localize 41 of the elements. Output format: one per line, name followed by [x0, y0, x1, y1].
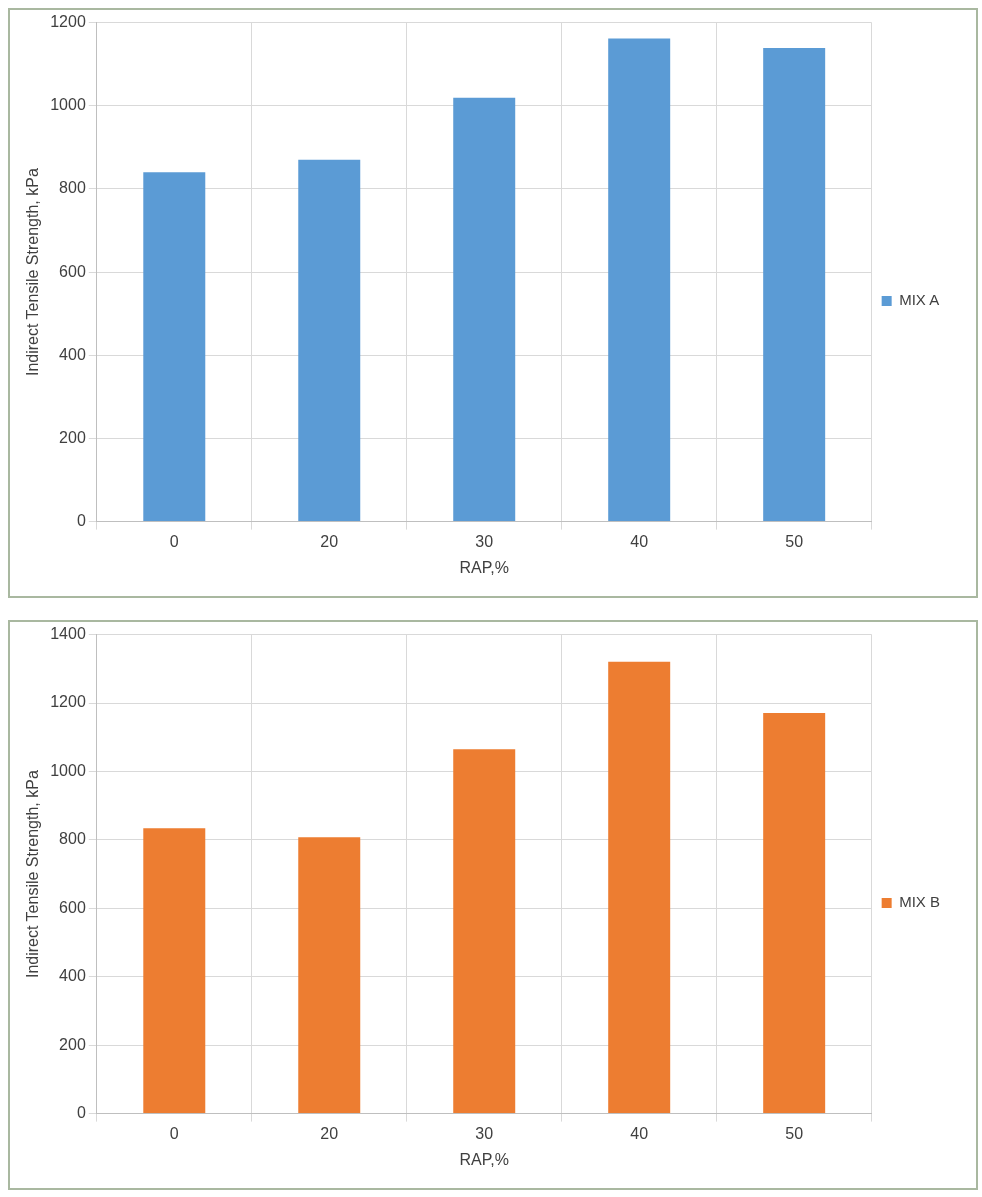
- x-tick-label: 0: [169, 1124, 179, 1142]
- bar: [143, 828, 206, 1114]
- y-tick-label: 200: [59, 428, 86, 446]
- bar: [608, 661, 671, 1114]
- x-tick-label: 20: [320, 532, 339, 550]
- bar: [763, 47, 826, 522]
- y-tick-label: 400: [59, 345, 86, 363]
- bar: [608, 38, 671, 522]
- x-tick-label: 0: [169, 532, 179, 550]
- x-tick-label: 40: [630, 1124, 649, 1142]
- y-tick-label: 600: [59, 262, 86, 280]
- y-tick-label: 800: [59, 179, 86, 197]
- y-tick-label: 1400: [50, 625, 86, 643]
- legend-label: MIX A: [899, 291, 940, 309]
- x-tick-label: 50: [785, 532, 804, 550]
- y-tick-label: 1200: [50, 13, 86, 31]
- y-tick-label: 600: [59, 898, 86, 916]
- x-tick-label: 40: [630, 532, 649, 550]
- y-tick-label: 1000: [50, 96, 86, 114]
- y-tick-label: 1000: [50, 761, 86, 779]
- bar: [298, 837, 361, 1114]
- y-axis-title: Indirect Tensile Strength, kPa: [24, 770, 42, 979]
- bar: [763, 712, 826, 1114]
- y-axis-title: Indirect Tensile Strength, kPa: [24, 168, 42, 377]
- y-tick-label: 0: [76, 512, 86, 530]
- x-axis-title: RAP,%: [459, 558, 509, 576]
- legend-label: MIX B: [899, 893, 940, 911]
- y-tick-label: 400: [59, 967, 86, 985]
- y-tick-label: 800: [59, 830, 86, 848]
- x-tick-label: 50: [785, 1124, 804, 1142]
- bar: [298, 159, 361, 522]
- bar: [143, 172, 206, 522]
- x-tick-label: 30: [475, 532, 494, 550]
- y-tick-label: 200: [59, 1035, 86, 1053]
- x-tick-label: 20: [320, 1124, 339, 1142]
- y-tick-label: 1200: [50, 693, 86, 711]
- bar: [453, 749, 516, 1114]
- bar: [453, 97, 516, 522]
- y-tick-label: 0: [76, 1104, 86, 1122]
- x-tick-label: 30: [475, 1124, 494, 1142]
- x-axis-title: RAP,%: [459, 1150, 509, 1168]
